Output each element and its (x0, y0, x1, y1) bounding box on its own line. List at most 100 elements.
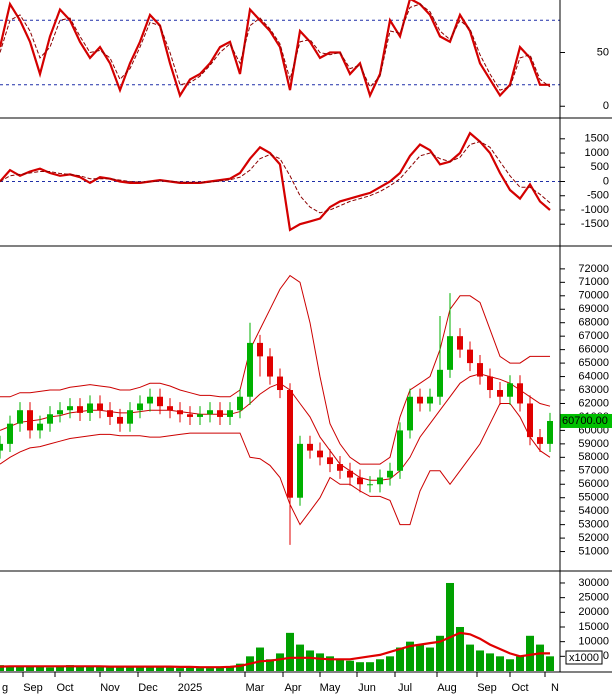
series-line (0, 403, 551, 526)
y-tick-label: -500 (587, 190, 609, 202)
bar (446, 582, 454, 671)
y-tick-label: 65000 (578, 357, 609, 369)
y-tick-label: 0 (603, 175, 609, 187)
bar (36, 666, 44, 671)
candle-body (47, 414, 53, 424)
candle-body (107, 410, 113, 417)
bar (456, 626, 464, 671)
y-tick-label: 53000 (578, 519, 609, 531)
candle-body (117, 416, 123, 424)
bar (536, 644, 544, 671)
bar (406, 641, 414, 671)
candle-body (197, 414, 203, 417)
candle-body (537, 437, 543, 444)
x-tick-label: g (2, 682, 8, 694)
bar (66, 665, 74, 671)
candle-body (437, 369, 443, 397)
bar (26, 665, 34, 671)
candle-body (217, 410, 223, 417)
candle-body (317, 450, 323, 458)
y-tick-label: 71000 (578, 276, 609, 288)
bar (416, 644, 424, 671)
y-tick-label: 0 (603, 100, 609, 112)
bar (56, 666, 64, 671)
x-tick-label: Mar (246, 682, 265, 694)
y-tick-label: 64000 (578, 370, 609, 382)
candle-body (157, 396, 163, 407)
x-tick-label: Oct (511, 682, 528, 694)
bar (526, 635, 534, 671)
candle-body (87, 403, 93, 413)
y-tick-label: 56000 (578, 478, 609, 490)
bar (156, 666, 164, 671)
candle-body (347, 470, 353, 478)
candle-body (397, 430, 403, 471)
bar (216, 667, 224, 671)
candle-body (177, 410, 183, 415)
candle-body (147, 396, 153, 404)
y-tick-label: 55000 (578, 492, 609, 504)
candle-body (487, 376, 493, 391)
last-price-label: 60700.00 (562, 415, 608, 427)
bar (476, 650, 484, 671)
series-line (0, 631, 550, 669)
candle-body (77, 406, 83, 413)
y-tick-label: 30000 (578, 577, 609, 589)
x-tick-label: N (551, 682, 559, 694)
bar (486, 653, 494, 671)
bar (376, 659, 384, 671)
candle-body (287, 390, 293, 498)
x-tick-label: 2025 (178, 682, 202, 694)
bar (276, 653, 284, 671)
candle-body (337, 464, 343, 471)
bar (186, 667, 194, 671)
y-tick-label: 70000 (578, 290, 609, 302)
y-tick-label: 58000 (578, 451, 609, 463)
candle-body (17, 410, 23, 424)
bar (116, 666, 124, 671)
candle-body (467, 349, 473, 364)
candle-body (357, 477, 363, 485)
x-tick-label: Aug (437, 682, 457, 694)
x-tick-label: Oct (56, 682, 73, 694)
bar (336, 659, 344, 671)
y-tick-label: 50 (597, 46, 609, 58)
unit-box (565, 650, 603, 665)
bar (96, 666, 104, 671)
candle-body (457, 336, 463, 350)
x-tick-label: Jun (358, 682, 376, 694)
candle-body (277, 376, 283, 391)
bar (496, 656, 504, 671)
candle-body (387, 470, 393, 478)
y-tick-label: 54000 (578, 505, 609, 517)
y-tick-label: 1000 (585, 147, 609, 159)
bar (106, 667, 114, 671)
candle-body (27, 410, 33, 431)
bar (366, 662, 374, 671)
candle-body (137, 403, 143, 411)
last-price-box (560, 413, 612, 428)
candle-body (237, 396, 243, 411)
y-tick-label: 62000 (578, 397, 609, 409)
candle-body (417, 396, 423, 404)
bar (86, 666, 94, 671)
y-tick-label: -1000 (581, 204, 609, 216)
candle-body (297, 443, 303, 498)
candle-body (127, 410, 133, 424)
bar (126, 667, 134, 671)
y-tick-label: 52000 (578, 532, 609, 544)
y-tick-label: 72000 (578, 263, 609, 275)
y-tick-label: 25000 (578, 592, 609, 604)
candle-body (57, 410, 63, 415)
bar (386, 656, 394, 671)
x-tick-label: Nov (100, 682, 120, 694)
bar (16, 666, 24, 671)
bar (286, 632, 294, 671)
bar (166, 667, 174, 671)
y-tick-label: 59000 (578, 438, 609, 450)
bar (256, 647, 264, 671)
candle-body (187, 414, 193, 417)
candle-body (367, 484, 373, 486)
bar (506, 659, 514, 671)
